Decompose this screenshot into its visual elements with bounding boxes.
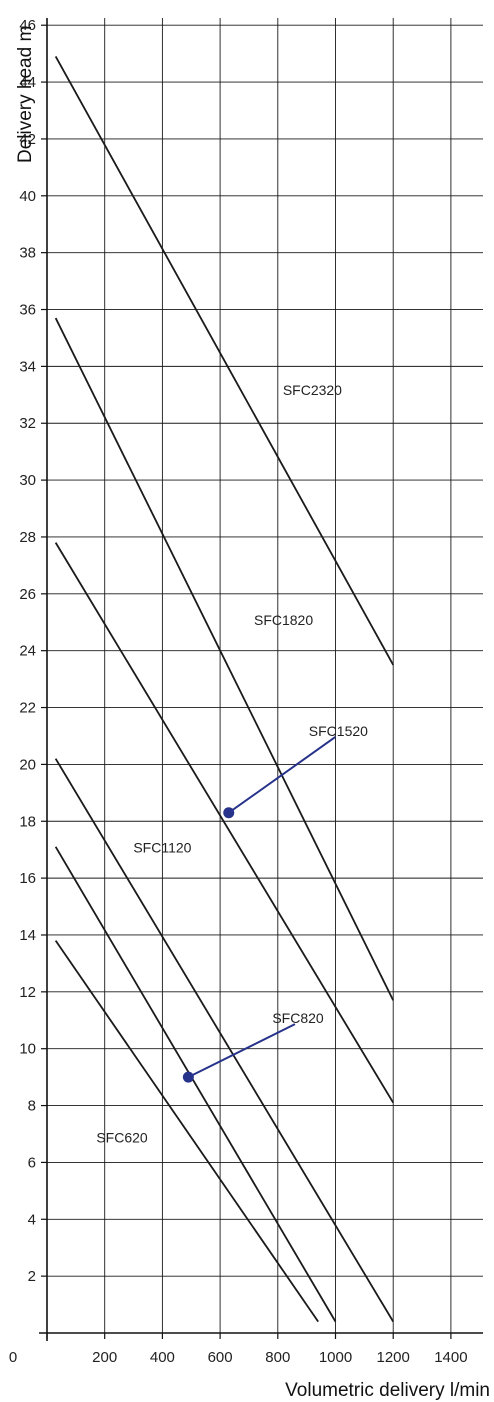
x-tick-label-0: 0 (9, 1349, 17, 1366)
x-tick-label-1000: 1000 (319, 1349, 352, 1366)
y-tick-label-30: 30 (19, 472, 36, 489)
y-tick-label-42: 42 (19, 131, 36, 148)
series-line-sfc620 (54, 940, 319, 1323)
y-tick-label-20: 20 (19, 756, 36, 773)
x-axis-title: Volumetric delivery l/min (285, 1380, 490, 1401)
y-tick-label-26: 26 (19, 586, 36, 603)
y-tick-label-2: 2 (28, 1268, 36, 1285)
series-line-sfc1520 (54, 542, 394, 1104)
axes (39, 18, 483, 1341)
pointer-marker-sfc820 (182, 1071, 194, 1083)
y-tick-label-32: 32 (19, 415, 36, 432)
y-tick-label-16: 16 (19, 870, 36, 887)
y-tick-label-4: 4 (28, 1211, 36, 1228)
series-line-sfc820 (54, 846, 337, 1323)
series-line-sfc1820 (54, 317, 395, 1001)
pointer-marker-sfc1520 (223, 807, 235, 819)
series-line-sfc1120 (54, 758, 394, 1323)
y-tick-label-28: 28 (19, 529, 36, 546)
y-tick-label-36: 36 (19, 302, 36, 319)
series-line-sfc2320 (54, 56, 394, 666)
y-tick-label-22: 22 (19, 700, 36, 717)
pointer-line-sfc820 (187, 1023, 296, 1079)
series-label-sfc1520: SFC1520 (309, 723, 368, 739)
series-label-sfc1820: SFC1820 (254, 612, 313, 628)
y-tick-label-34: 34 (19, 358, 36, 375)
y-tick-label-8: 8 (28, 1098, 36, 1115)
grid (47, 18, 483, 1333)
series-label-sfc820: SFC820 (272, 1010, 324, 1026)
y-tick-label-10: 10 (19, 1041, 36, 1058)
series-label-sfc2320: SFC2320 (283, 382, 342, 398)
pointer-line-sfc1520 (228, 736, 336, 814)
x-tick-label-600: 600 (208, 1349, 233, 1366)
x-tick-label-200: 200 (92, 1349, 117, 1366)
x-tick-label-400: 400 (150, 1349, 175, 1366)
y-tick-label-38: 38 (19, 245, 36, 262)
x-tick-label-800: 800 (265, 1349, 290, 1366)
y-tick-label-6: 6 (28, 1154, 36, 1171)
y-tick-label-46: 46 (19, 17, 36, 34)
series-label-sfc1120: SFC1120 (133, 840, 191, 856)
y-tick-label-14: 14 (19, 927, 36, 944)
x-tick-label-1200: 1200 (377, 1349, 410, 1366)
y-axis-title: Delivery head m (15, 26, 36, 163)
y-tick-label-24: 24 (19, 643, 36, 660)
pump-curves (54, 56, 395, 1323)
y-tick-label-44: 44 (19, 74, 36, 91)
tick-labels: 2468101214161820222426283032343638404244… (9, 17, 468, 1366)
annotations: SFC2320 SFC1820 SFC1520 SFC1120 SFC820 SFC620 (96, 382, 368, 1146)
y-tick-label-40: 40 (19, 188, 36, 205)
y-tick-label-18: 18 (19, 813, 36, 830)
x-tick-label-1400: 1400 (434, 1349, 467, 1366)
y-tick-label-12: 12 (19, 984, 36, 1001)
series-label-sfc620: SFC620 (96, 1130, 148, 1146)
